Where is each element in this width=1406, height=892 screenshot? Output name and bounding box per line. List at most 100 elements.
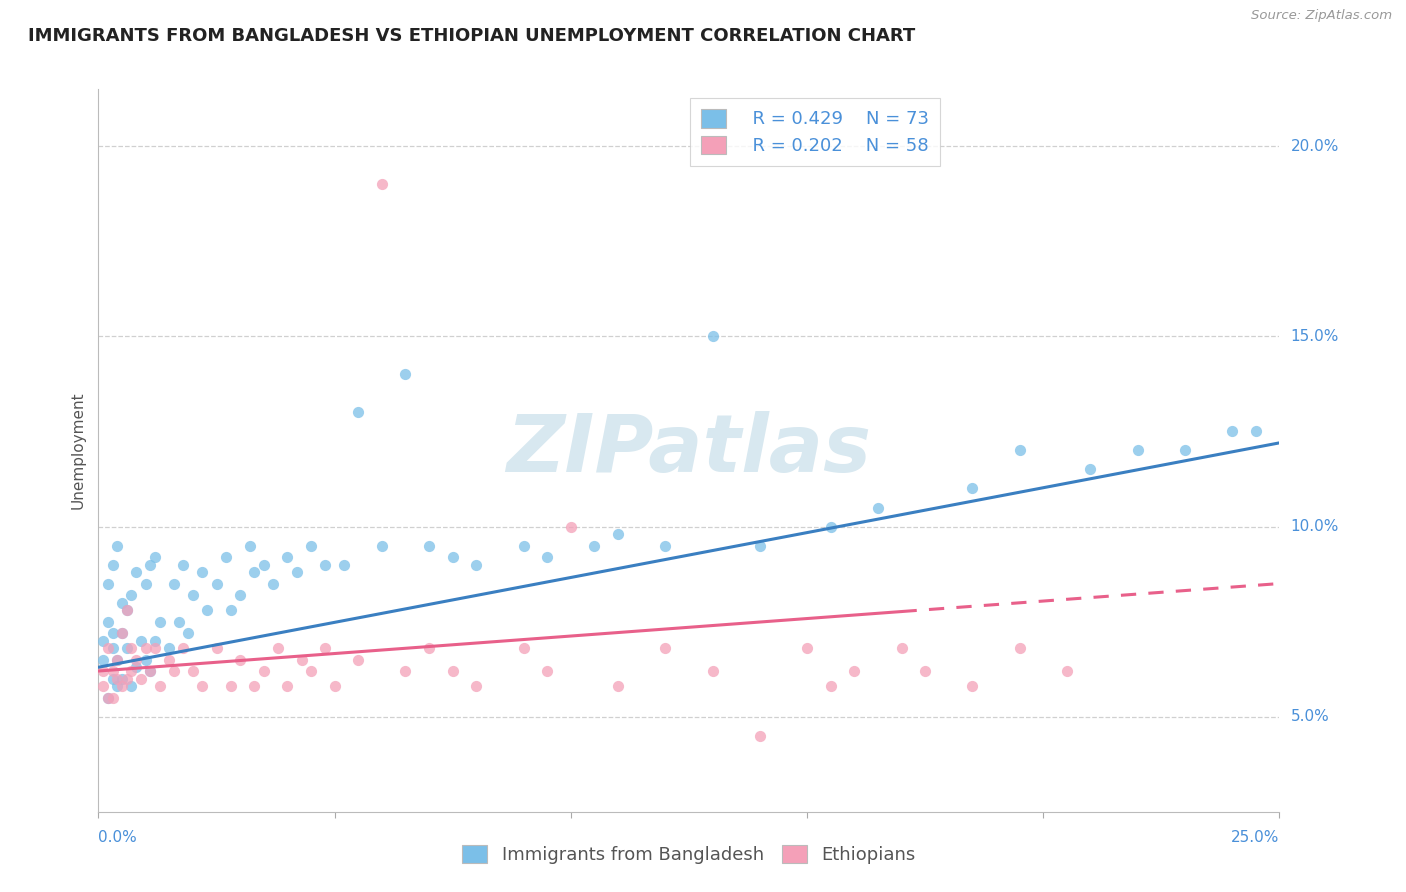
Point bbox=[105, 672, 128, 686]
Point bbox=[125, 652, 148, 666]
Point bbox=[181, 664, 204, 678]
Point bbox=[239, 539, 262, 553]
Legend: Immigrants from Bangladesh, Ethiopians: Immigrants from Bangladesh, Ethiopians bbox=[451, 834, 927, 875]
Point bbox=[101, 626, 124, 640]
Point bbox=[115, 672, 138, 686]
Point bbox=[125, 565, 148, 579]
Point bbox=[748, 729, 770, 743]
Point bbox=[702, 329, 724, 343]
Point bbox=[536, 664, 558, 678]
Point bbox=[97, 690, 120, 705]
Point bbox=[97, 576, 120, 591]
Point bbox=[267, 641, 290, 656]
Point bbox=[149, 615, 172, 629]
Point bbox=[125, 660, 148, 674]
Point bbox=[111, 679, 134, 693]
Point bbox=[1056, 664, 1078, 678]
Point bbox=[139, 558, 162, 572]
Point bbox=[105, 679, 128, 693]
Point bbox=[1008, 443, 1031, 458]
Point bbox=[654, 539, 676, 553]
Point bbox=[285, 565, 308, 579]
Point bbox=[139, 664, 162, 678]
Point bbox=[121, 588, 143, 602]
Point bbox=[181, 588, 204, 602]
Point bbox=[135, 576, 157, 591]
Point bbox=[163, 576, 186, 591]
Point bbox=[219, 679, 242, 693]
Point bbox=[418, 539, 440, 553]
Point bbox=[143, 549, 166, 564]
Point bbox=[149, 679, 172, 693]
Text: 5.0%: 5.0% bbox=[1291, 709, 1329, 724]
Point bbox=[962, 482, 984, 496]
Point bbox=[702, 664, 724, 678]
Point bbox=[191, 679, 214, 693]
Point bbox=[654, 641, 676, 656]
Point bbox=[219, 603, 242, 617]
Point bbox=[157, 641, 180, 656]
Point bbox=[371, 178, 394, 192]
Point bbox=[121, 664, 143, 678]
Point bbox=[172, 558, 194, 572]
Point bbox=[105, 539, 128, 553]
Point bbox=[129, 633, 152, 648]
Point bbox=[105, 652, 128, 666]
Point bbox=[1126, 443, 1149, 458]
Point bbox=[276, 549, 298, 564]
Point bbox=[299, 539, 322, 553]
Point bbox=[97, 690, 120, 705]
Point bbox=[796, 641, 818, 656]
Point bbox=[441, 549, 464, 564]
Point bbox=[143, 641, 166, 656]
Point bbox=[163, 664, 186, 678]
Point bbox=[157, 652, 180, 666]
Point bbox=[512, 539, 534, 553]
Point bbox=[111, 626, 134, 640]
Point bbox=[394, 368, 416, 382]
Point bbox=[195, 603, 218, 617]
Point bbox=[333, 558, 356, 572]
Point bbox=[167, 615, 190, 629]
Point bbox=[347, 405, 370, 419]
Point bbox=[111, 626, 134, 640]
Point bbox=[866, 500, 889, 515]
Point bbox=[101, 558, 124, 572]
Point bbox=[1080, 462, 1102, 476]
Point bbox=[299, 664, 322, 678]
Point bbox=[243, 679, 266, 693]
Text: 10.0%: 10.0% bbox=[1291, 519, 1339, 534]
Point bbox=[844, 664, 866, 678]
Point bbox=[215, 549, 238, 564]
Point bbox=[101, 690, 124, 705]
Point bbox=[607, 527, 630, 541]
Point bbox=[91, 652, 114, 666]
Point bbox=[135, 641, 157, 656]
Point bbox=[97, 641, 120, 656]
Point bbox=[229, 588, 252, 602]
Text: 20.0%: 20.0% bbox=[1291, 139, 1339, 153]
Point bbox=[253, 664, 276, 678]
Point bbox=[820, 519, 842, 533]
Point bbox=[115, 603, 138, 617]
Point bbox=[820, 679, 842, 693]
Point bbox=[205, 641, 228, 656]
Y-axis label: Unemployment: Unemployment bbox=[70, 392, 86, 509]
Point bbox=[177, 626, 200, 640]
Point bbox=[143, 633, 166, 648]
Text: 15.0%: 15.0% bbox=[1291, 329, 1339, 344]
Point bbox=[129, 672, 152, 686]
Point bbox=[135, 652, 157, 666]
Point bbox=[347, 652, 370, 666]
Point bbox=[111, 672, 134, 686]
Text: 0.0%: 0.0% bbox=[98, 830, 138, 846]
Point bbox=[101, 664, 124, 678]
Point bbox=[121, 641, 143, 656]
Text: IMMIGRANTS FROM BANGLADESH VS ETHIOPIAN UNEMPLOYMENT CORRELATION CHART: IMMIGRANTS FROM BANGLADESH VS ETHIOPIAN … bbox=[28, 27, 915, 45]
Point bbox=[607, 679, 630, 693]
Point bbox=[101, 672, 124, 686]
Point bbox=[139, 664, 162, 678]
Point bbox=[276, 679, 298, 693]
Point bbox=[465, 558, 488, 572]
Point bbox=[91, 664, 114, 678]
